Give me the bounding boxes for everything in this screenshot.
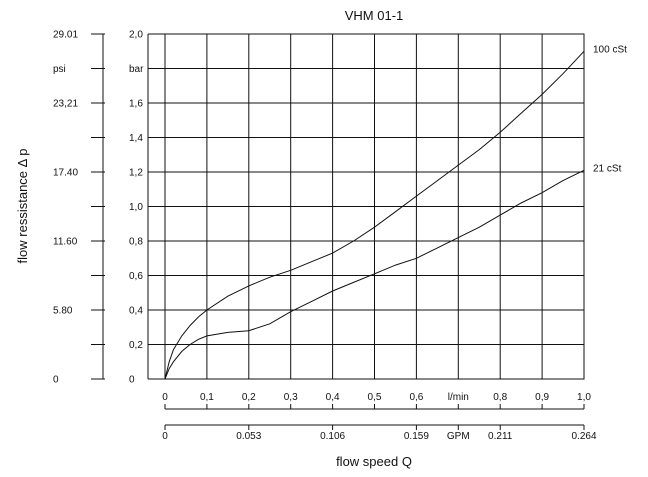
bar-tick-label: bar [129, 64, 144, 75]
bar-tick-label: 0,2 [129, 340, 143, 351]
gpm-tick-label: 0 [162, 431, 168, 442]
x-axis-title: flow speed Q [336, 454, 412, 469]
lmin-tick-label: 0,6 [409, 392, 423, 403]
psi-tick-label: 29.01 [53, 30, 78, 41]
bar-tick-label: 0,8 [129, 237, 143, 248]
bar-tick-label: 1,6 [129, 99, 143, 110]
psi-tick-label: 0 [53, 375, 59, 386]
series-line [164, 169, 585, 380]
series-label: 21 cSt [593, 163, 622, 174]
chart-title: VHM 01-1 [345, 8, 404, 23]
psi-tick-label: psi [53, 64, 66, 75]
psi-tick-label: 5.80 [53, 306, 73, 317]
bar-tick-label: 0 [129, 375, 135, 386]
psi-tick-label: 17.40 [53, 168, 78, 179]
lmin-tick-label: 0,8 [493, 392, 507, 403]
plot-grid [164, 33, 585, 380]
series-line [164, 50, 585, 380]
bar-tick-label: 1,2 [129, 168, 143, 179]
lmin-tick-label: 0,9 [535, 392, 549, 403]
series-label: 100 cSt [593, 44, 627, 55]
y-axis-title: flow ressistance Δ p [15, 149, 30, 264]
lmin-tick-label: 0 [162, 392, 168, 403]
bar-tick-label: 0,6 [129, 271, 143, 282]
gpm-tick-label: 0.264 [571, 431, 596, 442]
psi-tick-label: 23,21 [53, 99, 78, 110]
lmin-tick-label: 0,1 [200, 392, 214, 403]
lmin-tick-label: l/min [448, 392, 469, 403]
lmin-tick-label: 0,5 [368, 392, 382, 403]
gpm-tick-label: 0.211 [488, 431, 513, 442]
lmin-tick-label: 0,2 [242, 392, 256, 403]
gpm-tick-label: 0.159 [404, 431, 429, 442]
lmin-tick-label: 0,4 [326, 392, 340, 403]
series-curves: 100 cSt 21 cSt [164, 44, 627, 380]
psi-tick-label: 11.60 [53, 237, 78, 248]
bar-tick-label: 2,0 [129, 30, 143, 41]
axis-ticks: 0 0,2 0,4 0,6 0,8 1,0 1,2 1,4 1,6 bar 2,0 0 5.80 11.6… [53, 30, 597, 443]
gpm-tick-label: 0.053 [236, 431, 261, 442]
bar-tick-label: 1,0 [129, 202, 143, 213]
bar-tick-label: 1,4 [129, 133, 143, 144]
gpm-tick-label: GPM [447, 431, 470, 442]
gpm-tick-label: 0.106 [320, 431, 345, 442]
lmin-tick-label: 0,3 [284, 392, 298, 403]
bar-tick-label: 0,4 [129, 306, 143, 317]
lmin-tick-label: 1,0 [577, 392, 591, 403]
